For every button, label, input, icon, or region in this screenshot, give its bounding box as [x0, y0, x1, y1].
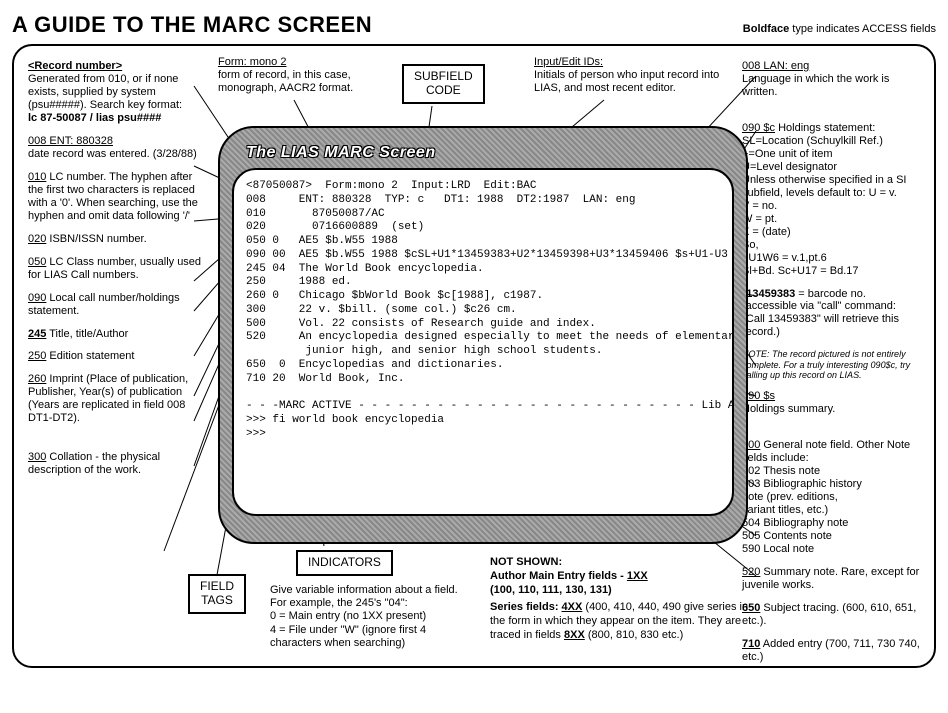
callout-050: 050 LC Class number, usually used for LI…	[28, 256, 206, 282]
f500-body: General note field. Other Note fields in…	[742, 439, 910, 555]
barcode-head: *13459383	[742, 288, 795, 300]
f245-body: Title, title/Author	[46, 328, 128, 340]
legend-bold: Boldface	[743, 23, 789, 35]
f010-head: 010	[28, 171, 46, 183]
f250-body: Edition statement	[46, 350, 134, 362]
diagram-panel: Form: mono 2 form of record, in this cas…	[12, 44, 936, 668]
s090-body: Holdings summary.	[742, 403, 835, 415]
box-indicators: INDICATORS	[296, 550, 393, 576]
box-field-tags: FIELD TAGS	[188, 574, 246, 614]
not-shown-line1: Author Main Entry fields - 1XX (100, 110…	[490, 570, 760, 598]
callout-090s: 090 $s Holdings summary.	[742, 390, 920, 416]
f050-head: 050	[28, 256, 46, 268]
callout-250: 250 Edition statement	[28, 350, 206, 363]
not-shown-line2: Series fields: 4XX (400, 410, 440, 490 g…	[490, 601, 760, 642]
lan-head: 008 LAN: eng	[742, 60, 809, 72]
bottom-region: FIELD TAGS INDICATORS Give variable info…	[28, 556, 920, 656]
page-header: A GUIDE TO THE MARC SCREEN Boldface type…	[12, 12, 936, 38]
page-title: A GUIDE TO THE MARC SCREEN	[12, 12, 372, 38]
f250-head: 250	[28, 350, 46, 362]
f260-body: Imprint (Place of publication, Publisher…	[28, 373, 188, 424]
callout-note-tiny: NOTE: The record pictured is not entirel…	[742, 349, 920, 380]
callout-form-body: form of record, in this case, monograph,…	[218, 69, 353, 94]
callout-008-lan: 008 LAN: eng Language in which the work …	[742, 60, 920, 99]
callout-500: 500 General note field. Other Note field…	[742, 426, 920, 556]
legend: Boldface type indicates ACCESS fields	[743, 23, 936, 35]
f050-body: LC Class number, usually used for LIAS C…	[28, 256, 201, 281]
recnum-example: lc 87-50087 / lias psu####	[28, 112, 161, 124]
legend-rest: type indicates ACCESS fields	[789, 23, 936, 35]
marc-record-text: <87050087> Form:mono 2 Input:LRD Edit:BA…	[246, 180, 720, 441]
crt-screen: <87050087> Form:mono 2 Input:LRD Edit:BA…	[232, 168, 734, 516]
callout-020: 020 ISBN/ISSN number.	[28, 233, 206, 246]
f090-body: Local call number/holdings statement.	[28, 292, 180, 317]
c090-head: 090 $c	[742, 122, 775, 134]
not-shown-title: NOT SHOWN:	[490, 556, 760, 570]
left-column: <Record number> Generated from 010, or i…	[28, 60, 206, 487]
f245-head: 245	[28, 328, 46, 340]
f090-head: 090	[28, 292, 46, 304]
callout-090c: 090 $c Holdings statement: SL=Location (…	[742, 109, 920, 278]
callout-300: 300 Collation - the physical description…	[28, 451, 206, 477]
callout-245: 245 Title, title/Author	[28, 328, 206, 341]
callout-record-number: <Record number> Generated from 010, or i…	[28, 60, 206, 125]
not-shown-block: NOT SHOWN: Author Main Entry fields - 1X…	[490, 556, 760, 643]
callout-form: Form: mono 2 form of record, in this cas…	[218, 56, 378, 95]
callout-form-head: Form: mono 2	[218, 56, 286, 68]
crt-monitor: The LIAS MARC Screen <87050087> Form:mon…	[218, 126, 748, 544]
callout-090: 090 Local call number/holdings statement…	[28, 292, 206, 318]
callout-input-body: Initials of person who input record into…	[534, 69, 719, 94]
crt-title: The LIAS MARC Screen	[246, 144, 734, 162]
f300-body: Collation - the physical description of …	[28, 451, 160, 476]
f010-body: LC number. The hyphen after the first tw…	[28, 171, 198, 222]
callout-010: 010 LC number. The hyphen after the firs…	[28, 171, 206, 223]
lan-body: Language in which the work is written.	[742, 73, 889, 98]
recnum-body: Generated from 010, or if none exists, s…	[28, 73, 182, 111]
f300-head: 300	[28, 451, 46, 463]
callout-input: Input/Edit IDs: Initials of person who i…	[534, 56, 744, 95]
callout-008-ent: 008 ENT: 880328 date record was entered.…	[28, 135, 206, 161]
f260-head: 260	[28, 373, 46, 385]
c090-body: Holdings statement: SL=Location (Schuylk…	[742, 122, 906, 277]
callout-barcode: *13459383 = barcode no. (accessible via …	[742, 288, 920, 340]
recnum-head: <Record number>	[28, 60, 122, 72]
callout-input-head: Input/Edit IDs:	[534, 56, 603, 68]
callout-260: 260 Imprint (Place of publication, Publi…	[28, 373, 206, 425]
f020-body: ISBN/ISSN number.	[46, 233, 146, 245]
f008-body: date record was entered. (3/28/88)	[28, 148, 197, 160]
f020-head: 020	[28, 233, 46, 245]
indicators-text: Give variable information about a field.…	[270, 584, 470, 650]
box-subfield-code: SUBFIELD CODE	[402, 64, 485, 104]
f008-head: 008 ENT: 880328	[28, 135, 113, 147]
